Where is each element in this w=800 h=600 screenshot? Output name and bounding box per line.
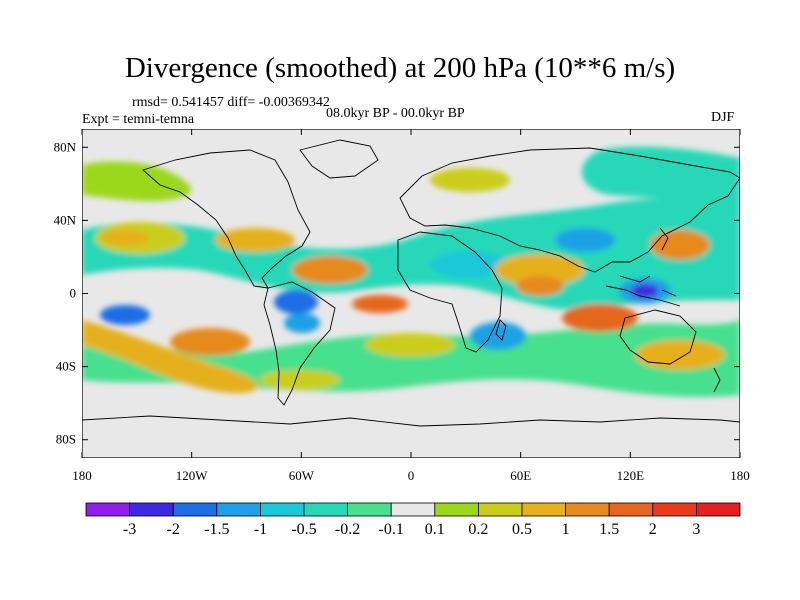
lon-tick-label: 180 — [72, 468, 92, 483]
lon-tick-label: 60W — [289, 468, 315, 483]
field-band-arctic-east — [581, 146, 740, 205]
colorbar-label: 0.1 — [425, 521, 445, 538]
lat-tick-label: 80N — [54, 139, 77, 154]
lon-tick-label: 120E — [617, 468, 645, 483]
lon-tick-label: 0 — [408, 468, 415, 483]
plot-title: Divergence (smoothed) at 200 hPa (10**6 … — [124, 52, 676, 84]
field-max-west-pacific — [650, 230, 710, 260]
colorbar-swatch — [259, 502, 305, 517]
coastline-maritime-continent — [605, 275, 681, 307]
colorbar-swatch — [477, 502, 523, 517]
divergence-field — [82, 146, 740, 397]
field-min-maritime-core — [631, 284, 659, 298]
coastline-antarctica — [82, 415, 740, 427]
colorbar-label: 2 — [649, 521, 657, 538]
field-min-west-pacific — [555, 228, 615, 252]
colorbar-swatch — [608, 502, 654, 517]
field-min-central-pacific — [100, 305, 150, 325]
field-max-east-africa-core — [516, 276, 564, 296]
coastline-japan — [659, 227, 669, 251]
coastline-australia — [619, 309, 697, 365]
field-band-north-pacific — [82, 190, 740, 311]
rmsd-diff-text: rmsd= 0.541457 diff= -0.00369342 — [132, 95, 330, 110]
coastline-north-america — [142, 149, 311, 289]
field-max-east-africa — [495, 254, 585, 286]
field-max-indian-ocean-south — [562, 304, 638, 332]
field-max-east-pacific-core — [170, 328, 250, 356]
experiment-label: Expt = temni-temna — [82, 112, 195, 127]
lat-tick-label: 40N — [54, 212, 77, 227]
colorbar-swatch — [216, 502, 261, 517]
field-max-south-pacific — [260, 370, 340, 390]
season-label: DJF — [711, 110, 735, 125]
field-band-arctic — [82, 161, 191, 202]
colorbar-label: 0.2 — [468, 521, 488, 538]
coastline-south-america — [263, 281, 336, 406]
field-max-north-pacific-core — [101, 230, 149, 246]
colorbar-swatch — [652, 502, 697, 517]
lat-tick-label: 80S — [56, 432, 76, 447]
coastline-madagascar — [495, 319, 507, 341]
time-period-label: 08.0kyr BP - 00.0kyr BP — [326, 106, 465, 121]
longitude-axis: 180 120W 60W 0 60E 120E 180 — [72, 129, 750, 483]
colorbar-label: -1 — [254, 521, 267, 538]
field-min-south-america — [274, 290, 318, 314]
colorbar-label: 3 — [692, 521, 700, 538]
colorbar-swatch — [85, 502, 130, 517]
latitude-axis: 80N 40N 0 40S 80S — [54, 139, 740, 447]
lon-tick-label: 120W — [176, 468, 209, 483]
lat-tick-label: 40S — [56, 359, 76, 374]
colorbar-swatch — [565, 502, 610, 517]
field-max-atlantic — [292, 256, 368, 284]
field-max-south-atlantic — [365, 333, 455, 357]
field-max-arctic-europe — [430, 168, 510, 192]
field-min-indian-ocean — [430, 251, 510, 279]
field-max-australia — [635, 340, 725, 370]
field-max-tropical-atlantic — [352, 295, 408, 313]
colorbar-label: -2 — [167, 521, 180, 538]
colorbar-label: -1.5 — [204, 521, 229, 538]
colorbar-label: 0.5 — [512, 521, 532, 538]
field-min-amazon — [284, 313, 320, 333]
coastline-africa — [397, 231, 503, 353]
colorbar-label: -0.2 — [335, 521, 360, 538]
colorbar-label: 1 — [562, 521, 570, 538]
colorbar-swatch — [521, 502, 566, 517]
field-max-east-pacific-band — [82, 320, 258, 394]
colorbar-swatch — [390, 502, 436, 517]
coastlines — [82, 139, 740, 427]
lat-tick-label: 0 — [70, 286, 77, 301]
colorbar-swatch — [434, 502, 479, 517]
colorbar: -3 -2 -1.5 -1 -0.5 -0.2 -0.1 0.1 0.2 0.5 1 1.5 2 3 — [85, 502, 741, 538]
colorbar-swatch — [172, 502, 218, 517]
coastline-greenland — [299, 139, 379, 179]
colorbar-swatch — [347, 502, 392, 517]
colorbar-label: -0.1 — [379, 521, 404, 538]
map-panel — [82, 129, 740, 458]
colorbar-swatch — [129, 502, 174, 517]
colorbar-label: 1.5 — [599, 521, 619, 538]
coastline-eurasia — [399, 147, 740, 273]
colorbar-swatch — [303, 502, 348, 517]
lon-tick-label: 60E — [510, 468, 531, 483]
colorbar-label: -3 — [123, 521, 136, 538]
field-max-north-america — [215, 228, 295, 252]
colorbar-label: -0.5 — [291, 521, 316, 538]
colorbar-swatch — [696, 502, 741, 517]
lon-tick-label: 180 — [730, 468, 750, 483]
coastline-new-zealand — [713, 367, 721, 393]
